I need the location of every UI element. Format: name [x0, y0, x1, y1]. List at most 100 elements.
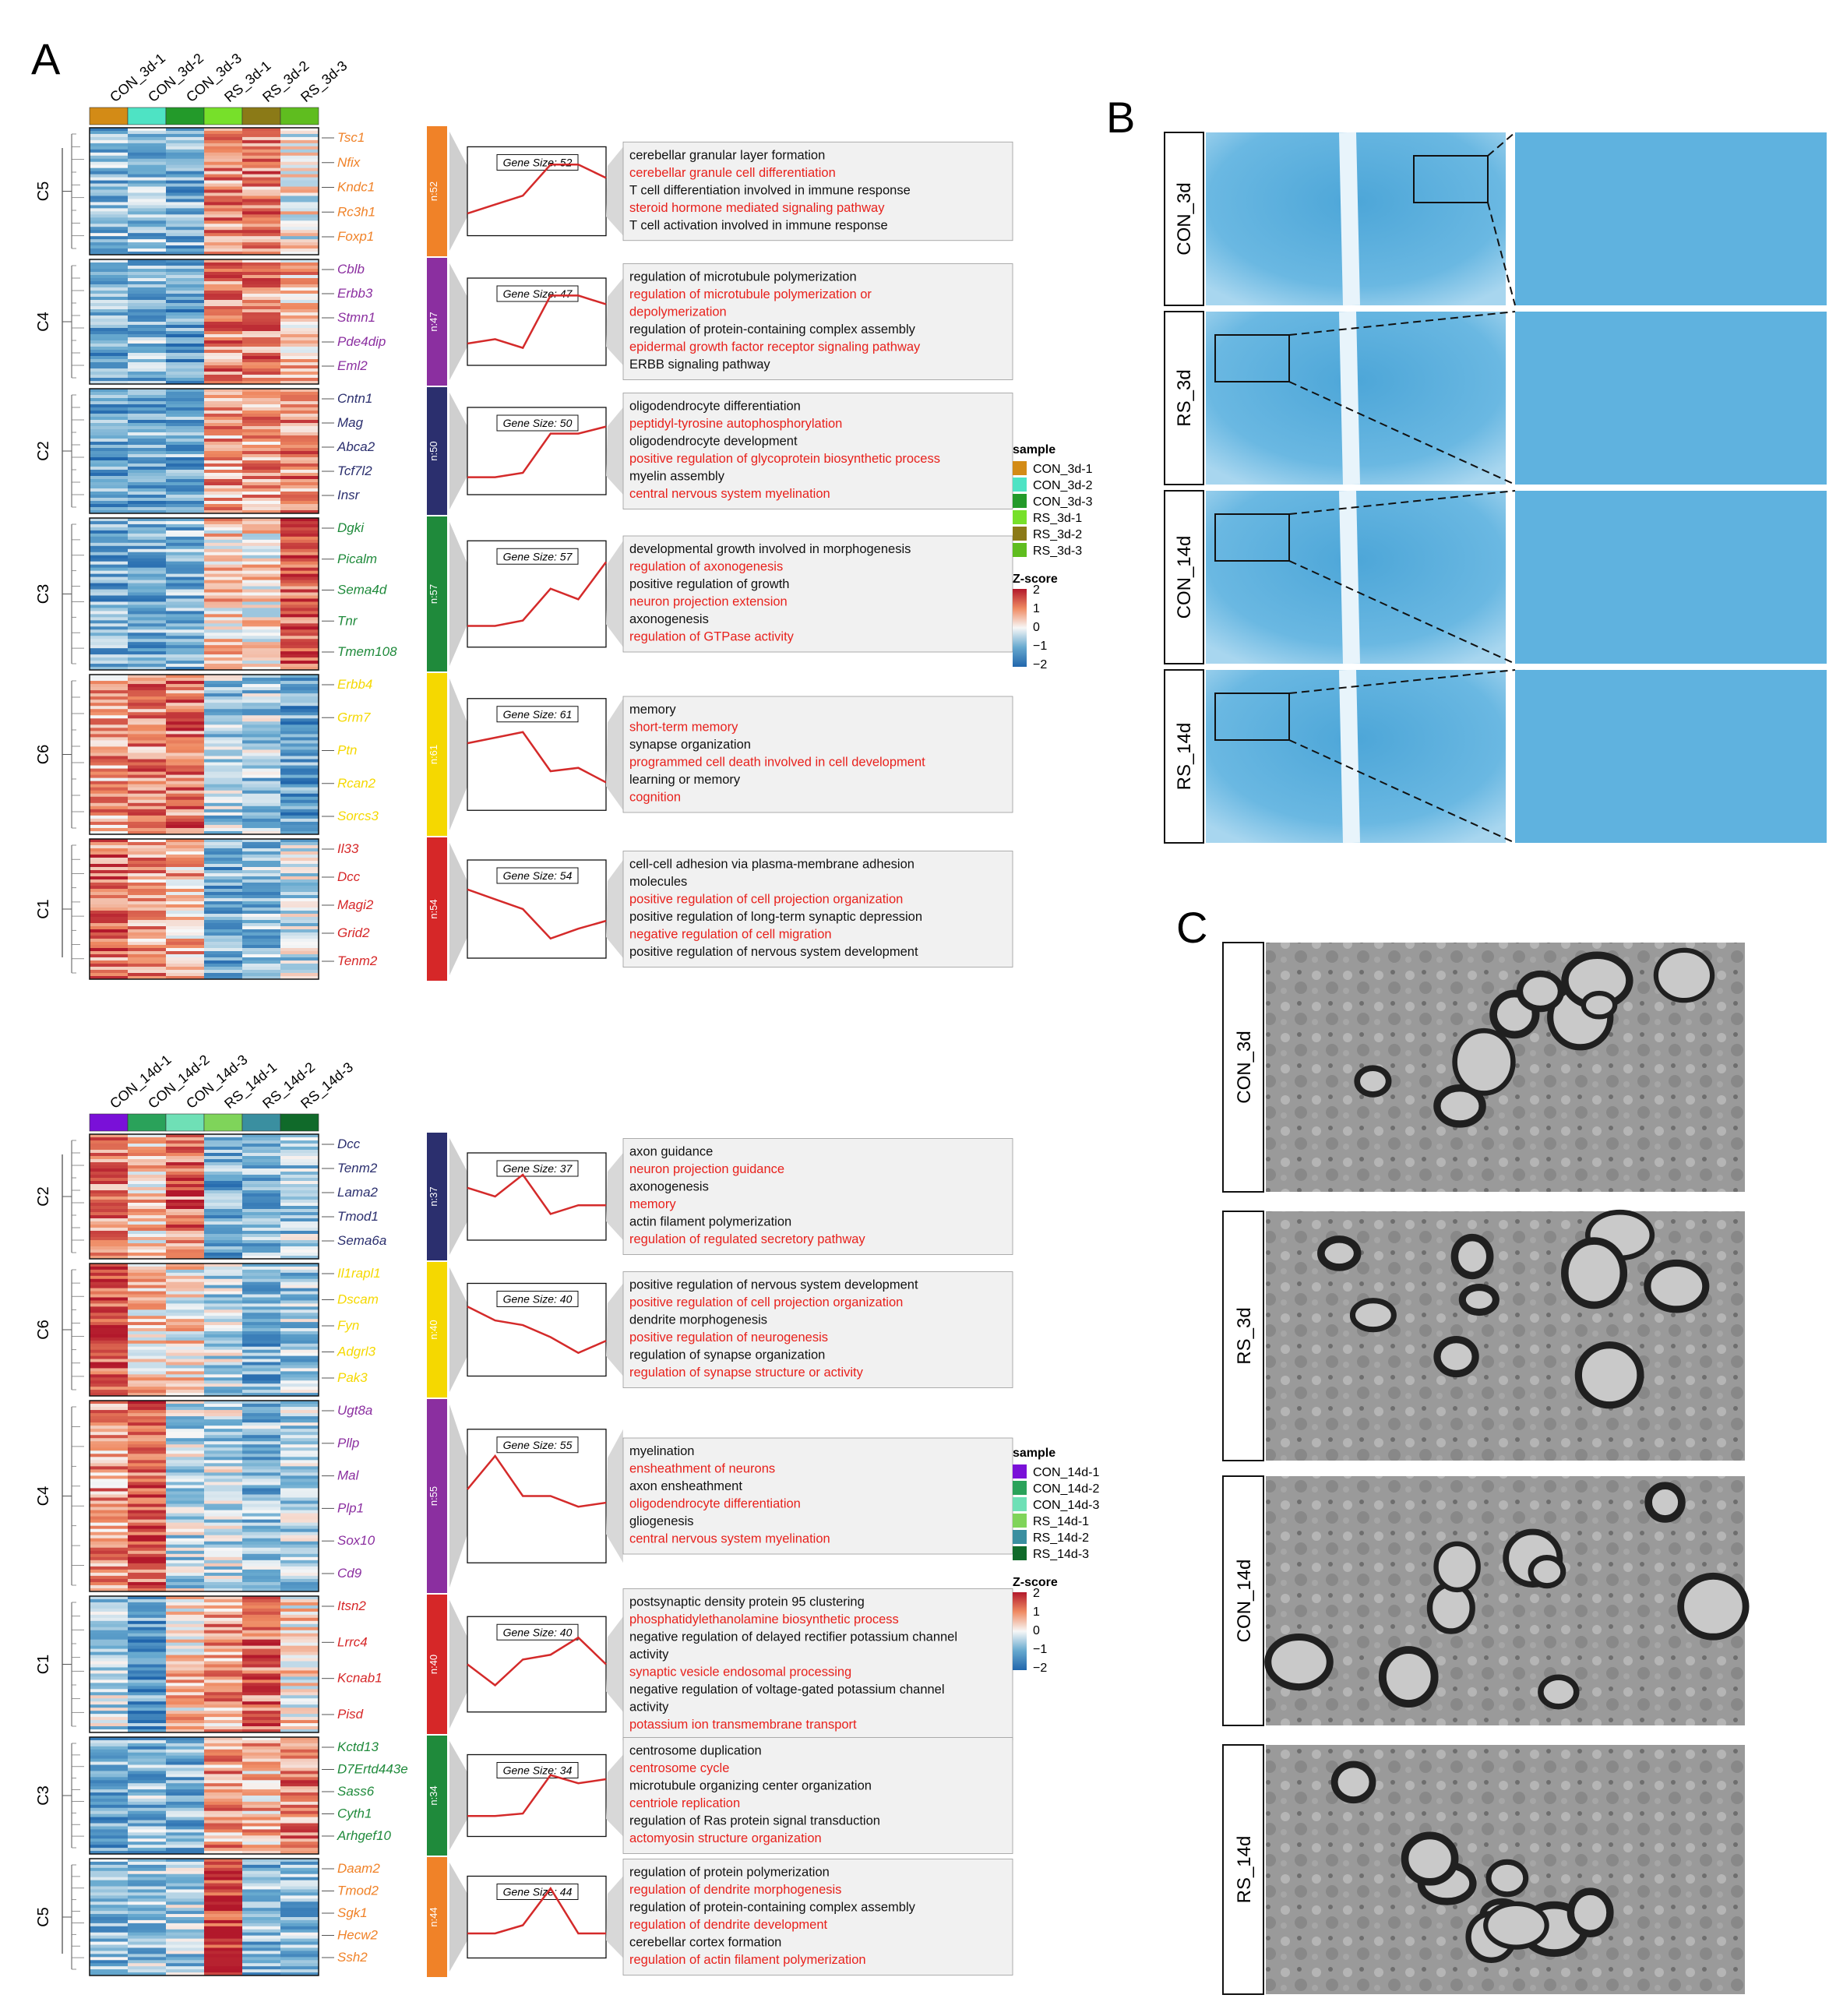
heatmap-cell	[280, 1368, 319, 1372]
heatmap-cell	[166, 520, 205, 525]
heatmap-cell	[280, 1352, 319, 1357]
heatmap-cell	[204, 1617, 243, 1622]
heatmap-cell	[242, 715, 281, 719]
heatmap-cell	[128, 851, 167, 855]
heatmap-cell	[128, 233, 167, 237]
row-label-box	[1222, 942, 1264, 1193]
heatmap-cell	[166, 951, 205, 955]
heatmap-cell	[204, 1698, 243, 1702]
heatmap-cell	[128, 1676, 167, 1680]
heatmap-cell	[166, 1655, 205, 1659]
heatmap-cell	[166, 762, 205, 767]
heatmap-cell	[90, 904, 129, 908]
legend-item: RS_3d-2	[1033, 528, 1082, 541]
heatmap-cell	[280, 718, 319, 722]
gene-label: Cyth1	[337, 1806, 372, 1821]
heatmap-cell	[280, 1676, 319, 1680]
heatmap-cell	[128, 1393, 167, 1397]
heatmap-cell	[280, 1184, 319, 1188]
heatmap-cell	[128, 1503, 167, 1508]
heatmap-cell	[128, 1457, 167, 1461]
heatmap-cell	[90, 1714, 129, 1718]
heatmap-cell	[90, 1513, 129, 1517]
heatmap-cell	[280, 774, 319, 779]
myelinated-axon	[1574, 1341, 1644, 1409]
heatmap-cell	[128, 457, 167, 461]
heatmap-cell	[166, 1237, 205, 1241]
heatmap-cell	[280, 356, 319, 360]
heatmap-cell	[280, 442, 319, 446]
cluster-color-bar	[427, 1262, 447, 1397]
heatmap-cell	[128, 1150, 167, 1154]
connector-wedge	[606, 1153, 623, 1240]
myelinated-axon	[1581, 990, 1618, 1020]
heatmap-cell	[90, 1575, 129, 1580]
heatmap-cell	[128, 1538, 167, 1542]
heatmap-cell	[242, 777, 281, 782]
heatmap-cell	[128, 407, 167, 411]
heatmap-cell	[166, 1221, 205, 1225]
heatmap-cell	[204, 1240, 243, 1244]
heatmap-cell	[242, 272, 281, 276]
heatmap-cell	[128, 1838, 167, 1842]
heatmap-cell	[280, 604, 319, 608]
heatmap-cell	[90, 684, 129, 688]
heatmap-cell	[166, 1826, 205, 1830]
heatmap-cell	[204, 1510, 243, 1514]
heatmap-cell	[90, 1877, 129, 1881]
heatmap-cell	[166, 1679, 205, 1683]
heatmap-cell	[90, 693, 129, 697]
heatmap-cell	[280, 460, 319, 464]
heatmap-cell	[280, 1246, 319, 1250]
heatmap-cell	[166, 291, 205, 294]
heatmap-cell	[166, 1419, 205, 1423]
heatmap-cell	[128, 303, 167, 307]
heatmap-cell	[90, 614, 129, 618]
heatmap-cell	[280, 1588, 319, 1592]
myelinated-axon	[1264, 1633, 1334, 1691]
heatmap-cell	[128, 1720, 167, 1724]
heatmap-cell	[204, 867, 243, 871]
heatmap-cell	[166, 1608, 205, 1612]
heatmap-cell	[90, 1651, 129, 1656]
heatmap-cell	[242, 712, 281, 716]
heatmap-cell	[204, 1627, 243, 1631]
heatmap-cell	[128, 1630, 167, 1634]
heatmap-cell	[242, 1792, 281, 1796]
midline	[1339, 132, 1360, 306]
heatmap-cell	[242, 1783, 281, 1787]
heatmap-cell	[242, 1617, 281, 1622]
heatmap-cell	[166, 1947, 205, 1951]
heatmap-cell	[166, 426, 205, 430]
gene-label: Rc3h1	[337, 204, 375, 219]
heatmap-cell	[242, 426, 281, 430]
zoom-connector	[1288, 669, 1516, 844]
heatmap-cell	[204, 1359, 243, 1363]
go-term: regulation of microtubule polymerization	[629, 270, 857, 284]
heatmap-cell	[166, 1359, 205, 1363]
heatmap-cell	[204, 1503, 243, 1508]
heatmap-cell	[128, 1798, 167, 1803]
heatmap-cell	[204, 1313, 243, 1316]
myelinated-axon	[1566, 1887, 1614, 1937]
heatmap-cell	[242, 917, 281, 921]
heatmap-cell	[90, 426, 129, 430]
heatmap-cell	[204, 1717, 243, 1721]
heatmap-cell	[90, 1291, 129, 1295]
heatmap-cell	[90, 1676, 129, 1680]
heatmap-cell	[128, 734, 167, 738]
heatmap-cell	[204, 1560, 243, 1564]
heatmap-cell	[204, 457, 243, 461]
heatmap-cell	[166, 1510, 205, 1514]
heatmap-cell	[166, 1535, 205, 1539]
heatmap-cell	[128, 661, 167, 664]
heatmap-cell	[242, 1873, 281, 1878]
heatmap-cell	[90, 1720, 129, 1724]
heatmap-cell	[90, 1935, 129, 1940]
heatmap-cell	[90, 876, 129, 880]
heatmap-cell	[90, 712, 129, 716]
heatmap-cell	[242, 1340, 281, 1345]
heatmap-cell	[90, 205, 129, 209]
heatmap-cell	[128, 1883, 167, 1887]
heatmap-cell	[90, 604, 129, 608]
